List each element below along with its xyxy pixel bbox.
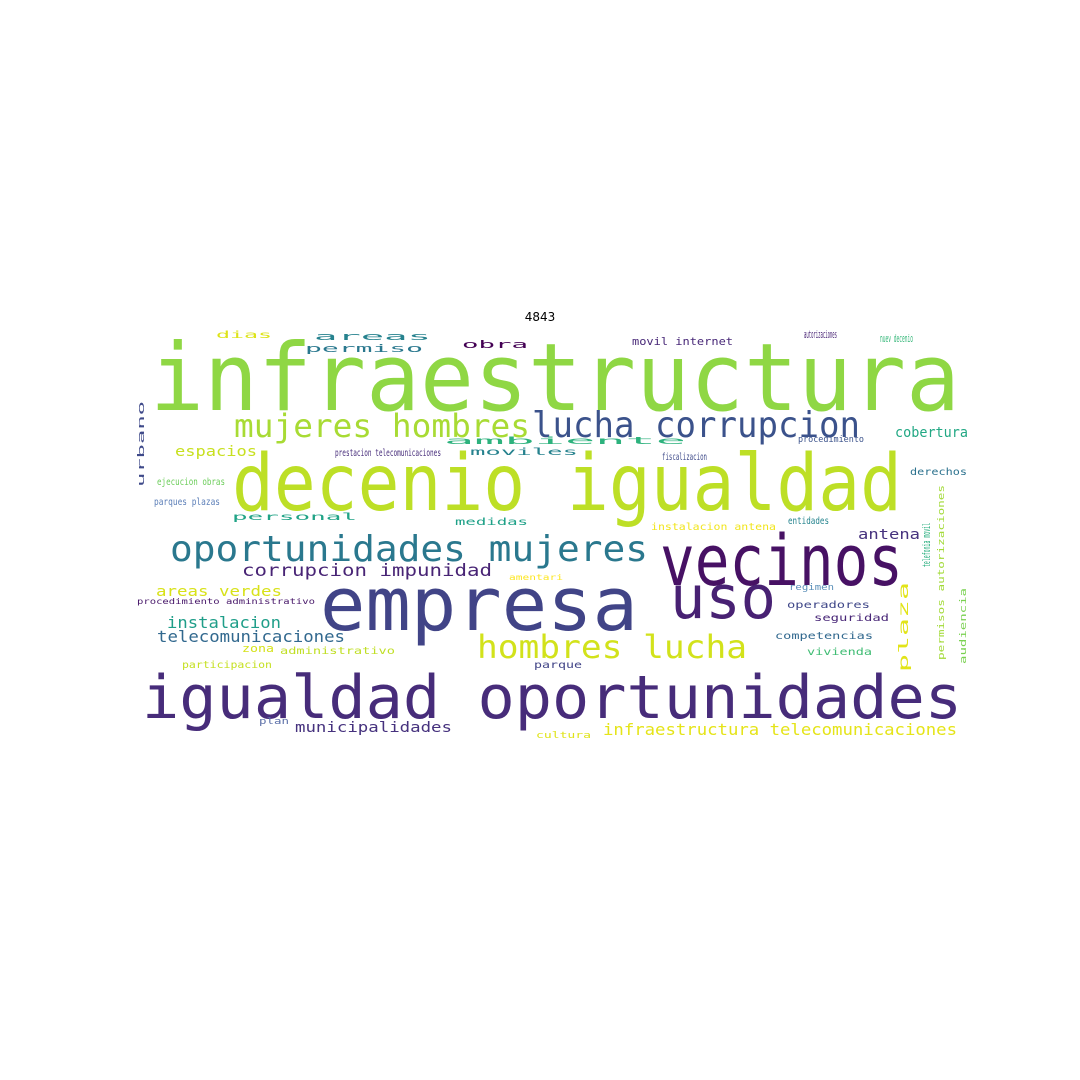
word-administrativo: administrativo	[280, 646, 395, 657]
word-moviles: dias	[216, 330, 272, 341]
word-obra: autorizaciones	[804, 328, 837, 341]
word-medidas: derechos	[910, 467, 967, 478]
word-igualdad-oportunidades: igualdad oportunidades	[142, 663, 962, 733]
word-empresa: empresa	[320, 562, 638, 648]
word-vivienda: vivienda	[807, 647, 872, 658]
word-uso: uso	[670, 563, 776, 633]
word-operadores: operadores	[787, 600, 870, 611]
word-permiso: cobertura	[895, 425, 968, 441]
word-prestacion-telecomunicaciones: ambiente	[444, 436, 686, 447]
word-espacios: espacios	[175, 444, 257, 460]
word-personal: parques plazas	[154, 497, 220, 508]
word-movil-internet: areas	[314, 330, 431, 343]
word-cultura: cultura	[536, 731, 591, 741]
word-municipalidades: municipalidades	[295, 720, 452, 736]
word-oportunidades-mujeres: oportunidades mujeres	[170, 529, 648, 570]
word-regimen: regimen	[789, 583, 834, 593]
word-participacion: participacion	[182, 660, 272, 671]
word-entidades: medidas	[455, 517, 528, 528]
word-permisos-autorizaciones: permisos autorizaciones	[937, 485, 947, 660]
word-antena: antena	[858, 527, 920, 543]
word-parques-plazas: urbano	[137, 401, 147, 487]
word-areas: telefonia movil	[920, 523, 933, 567]
word-corrupcion-impunidad: corrupcion impunidad	[242, 561, 492, 581]
word-procedimiento-administrativo: procedimiento administrativo	[137, 597, 315, 606]
word-competencias: competencias	[775, 631, 873, 642]
word-ejecucion-obras: procedimiento	[798, 435, 864, 445]
word-infraestructura-telecomunicaciones: infraestructura telecomunicaciones	[603, 720, 957, 739]
word-telecomunicaciones: telecomunicaciones	[157, 627, 345, 646]
word-zona: zona	[242, 642, 274, 655]
word-parque: parque	[534, 660, 582, 671]
word-decenio-igualdad: decenio igualdad	[232, 439, 902, 529]
word-derechos: ejecucion obras	[157, 477, 225, 488]
word-plaza: entidades	[788, 516, 829, 527]
word-vecinos: vecinos	[660, 520, 903, 602]
word-hombres-lucha: hombres lucha	[477, 628, 747, 666]
word-autorizaciones: permiso	[305, 342, 423, 355]
word-infraestructura: infraestructura	[150, 324, 960, 433]
word-ambiente: obra	[462, 338, 528, 351]
word-procedimiento: prestacion telecomunicaciones	[335, 448, 441, 459]
word-lucha-corrupcion: lucha corrupcion	[532, 405, 860, 446]
word-fiscalizacion: moviles	[470, 447, 578, 458]
word-plan: plan	[259, 717, 289, 727]
word-seguridad: seguridad	[814, 613, 889, 624]
word-instalacion: instalacion	[167, 613, 281, 632]
word-urbano: fiscalizacion	[662, 452, 707, 463]
word-cobertura: plaza	[897, 582, 912, 672]
word-mujeres-hombres: mujeres hombres	[234, 407, 530, 445]
word-dias: nuev decenio	[880, 332, 913, 345]
word-audiencia: audiencia	[959, 588, 969, 664]
word-telefonia-movil: instalacion antena	[651, 522, 776, 533]
figure-title: 4843	[524, 310, 556, 324]
word-nuev-decenio: movil internet	[632, 335, 733, 348]
word-amentari: amentari	[509, 573, 563, 582]
word-areas-verdes: areas verdes	[156, 584, 282, 600]
word-instalacion-antena: personal	[232, 512, 357, 523]
